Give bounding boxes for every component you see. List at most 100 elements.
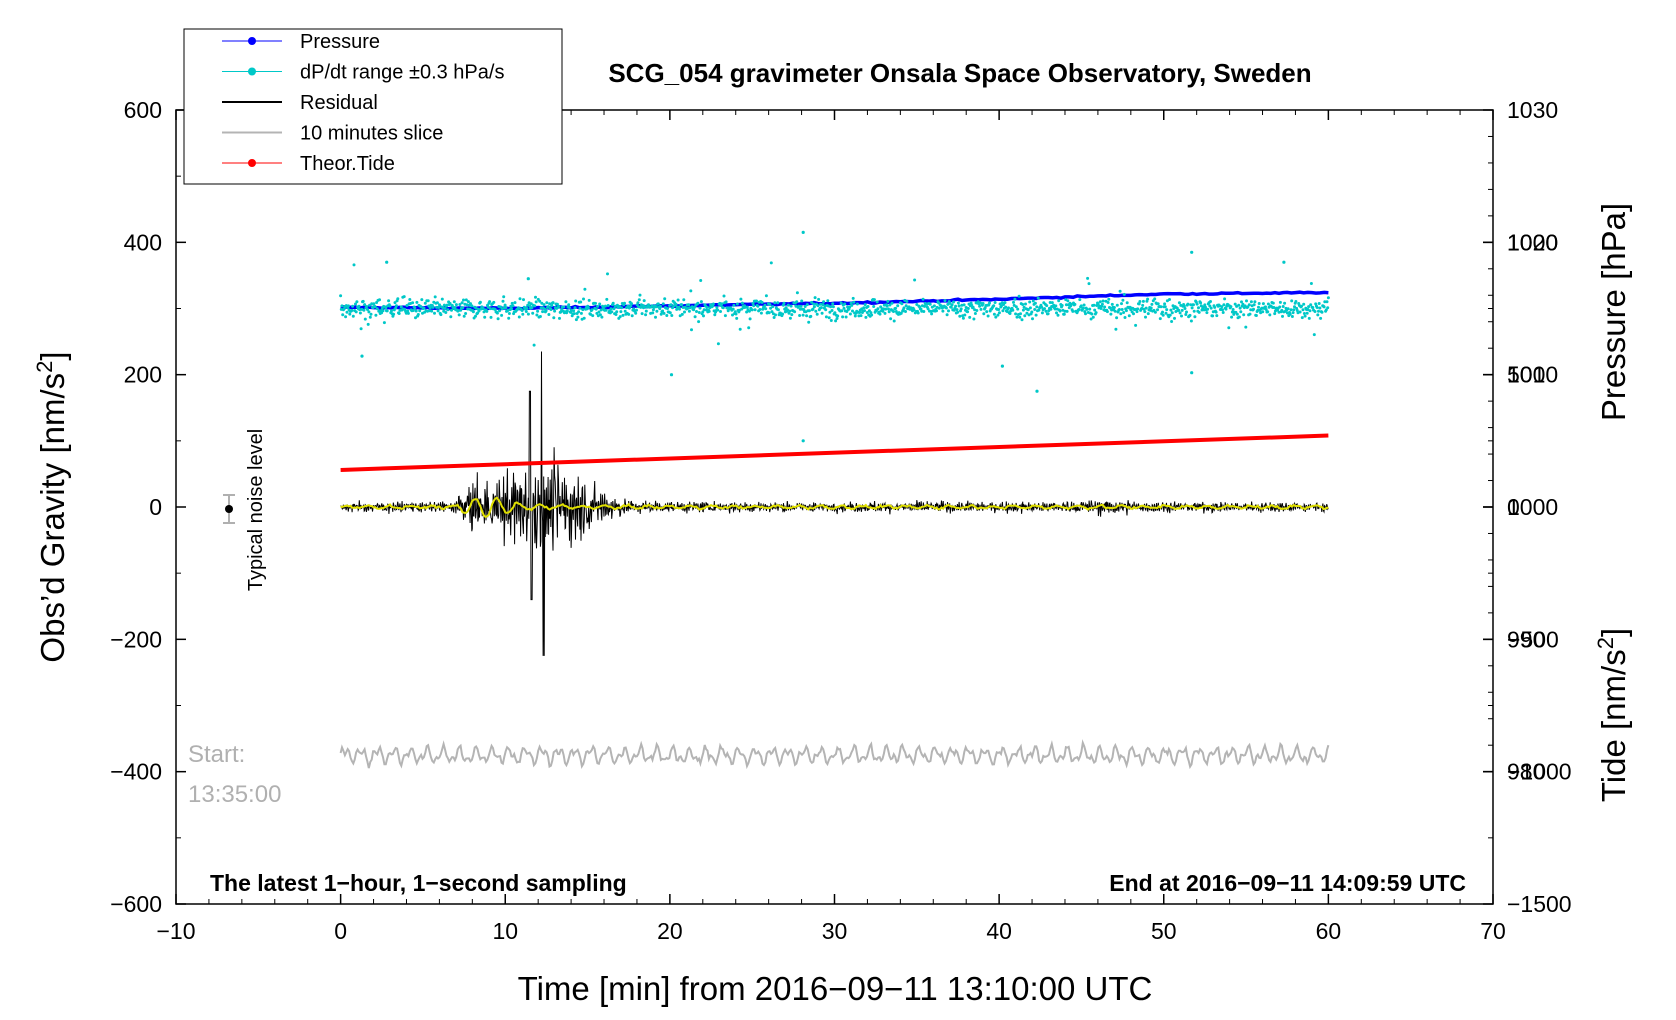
dpdt-point <box>529 302 533 306</box>
dpdt-point <box>858 311 862 314</box>
dpdt-point <box>477 309 481 313</box>
dpdt-point <box>428 306 432 310</box>
tide-tick-label: 0 <box>1507 494 1520 520</box>
dpdt-point <box>693 315 697 319</box>
dpdt-point <box>661 302 665 306</box>
dpdt-point <box>962 303 966 307</box>
dpdt-point <box>1040 311 1044 315</box>
dpdt-point <box>878 312 882 316</box>
dpdt-point <box>433 311 436 315</box>
dpdt-point <box>488 307 492 311</box>
dpdt-point <box>793 310 797 314</box>
dpdt-point <box>1086 276 1090 280</box>
y-tick-label: 0 <box>149 494 162 520</box>
dpdt-point <box>540 301 544 305</box>
dpdt-point <box>863 303 867 307</box>
dpdt-point <box>952 300 955 304</box>
dpdt-point <box>1189 303 1193 307</box>
dpdt-point <box>820 311 824 315</box>
dpdt-point <box>795 300 799 304</box>
dpdt-point <box>683 310 686 314</box>
dpdt-point <box>687 309 691 313</box>
dpdt-point <box>623 309 627 313</box>
dpdt-point <box>659 304 662 308</box>
dpdt-point <box>1242 313 1246 317</box>
dpdt-point <box>1117 308 1121 311</box>
dpdt-point <box>1170 320 1174 323</box>
dpdt-point <box>836 314 840 318</box>
dpdt-point <box>572 309 576 313</box>
dpdt-point <box>1120 308 1124 311</box>
dpdt-point <box>481 307 485 310</box>
residual-line <box>340 351 1329 656</box>
pressure-tick-label: 1020 <box>1507 229 1558 255</box>
dpdt-point <box>1106 301 1110 304</box>
dpdt-point <box>1317 309 1320 313</box>
dpdt-point <box>1141 299 1145 303</box>
dpdt-point <box>1231 308 1235 311</box>
dpdt-point <box>610 310 614 314</box>
dpdt-point <box>807 320 811 324</box>
dpdt-point <box>1178 311 1182 315</box>
dpdt-point <box>875 300 879 304</box>
dpdt-point <box>1113 309 1117 313</box>
dpdt-point <box>1163 305 1167 309</box>
dpdt-point <box>1022 305 1026 309</box>
dpdt-point <box>1195 302 1199 306</box>
dpdt-point <box>756 304 760 308</box>
dpdt-point <box>367 310 371 314</box>
dpdt-point <box>997 311 1001 315</box>
dpdt-point <box>896 304 900 308</box>
dpdt-point <box>805 303 809 307</box>
dpdt-point <box>759 311 763 315</box>
dpdt-point <box>615 310 619 314</box>
dpdt-point <box>1322 305 1326 309</box>
x-tick-label: 10 <box>492 918 518 944</box>
dpdt-point <box>1144 315 1147 319</box>
dpdt-point <box>1192 309 1196 313</box>
dpdt-point <box>1055 311 1058 315</box>
dpdt-point <box>1062 312 1066 316</box>
dpdt-point <box>1170 311 1174 315</box>
dpdt-point <box>1303 314 1307 318</box>
legend-label: Residual <box>300 92 378 114</box>
dpdt-point <box>1135 310 1139 314</box>
tide-tick-label: −500 <box>1507 626 1559 652</box>
dpdt-point <box>745 305 749 309</box>
dpdt-point <box>604 308 608 312</box>
dpdt-point <box>1043 307 1046 311</box>
dpdt-point <box>368 315 372 319</box>
dpdt-point <box>1158 317 1162 321</box>
dpdt-point <box>567 303 571 307</box>
dpdt-point <box>834 319 838 323</box>
dpdt-point <box>1092 303 1096 307</box>
dpdt-point <box>341 313 345 317</box>
dpdt-point <box>662 311 666 315</box>
dpdt-point <box>978 304 982 308</box>
series-layer <box>339 230 1330 770</box>
tide-tick-label: −1500 <box>1507 891 1572 917</box>
dpdt-point <box>696 301 700 305</box>
dpdt-point <box>1281 314 1284 318</box>
dpdt-point <box>676 298 680 302</box>
dpdt-point <box>996 313 1000 317</box>
dpdt-point <box>788 316 792 320</box>
dpdt-point <box>438 303 441 307</box>
dpdt-point <box>1164 311 1168 315</box>
tide-line <box>340 433 1329 472</box>
dpdt-point <box>848 305 852 309</box>
dpdt-point <box>988 301 991 305</box>
dpdt-point <box>750 308 754 312</box>
dpdt-point <box>723 314 727 318</box>
dpdt-point <box>339 294 343 298</box>
dpdt-point <box>799 304 803 308</box>
dpdt-point <box>418 309 422 313</box>
dpdt-point <box>507 312 511 315</box>
dpdt-point <box>926 307 930 311</box>
dpdt-point <box>372 302 376 306</box>
dpdt-point <box>1146 297 1150 301</box>
dpdt-point <box>769 261 773 265</box>
dpdt-point <box>1220 305 1224 309</box>
dpdt-point <box>1245 299 1248 303</box>
dpdt-point <box>405 304 409 307</box>
